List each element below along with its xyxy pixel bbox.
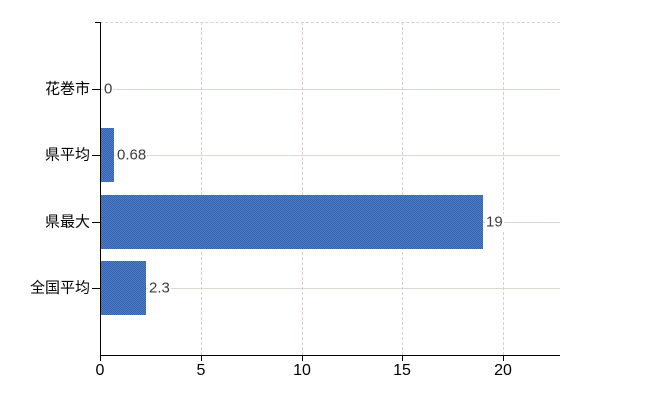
- x-axis-tick: [503, 355, 504, 361]
- x-axis-tick: [302, 355, 303, 361]
- y-axis-tick: [92, 221, 100, 223]
- bar-value-label: 2.3: [148, 279, 171, 297]
- x-tick-label: 15: [393, 362, 411, 379]
- x-axis-tick: [201, 355, 202, 361]
- x-axis-tick: [100, 355, 101, 361]
- horizontal-gridline: [100, 155, 560, 157]
- vertical-gridline: [201, 22, 202, 355]
- y-axis-tick: [92, 155, 100, 157]
- category-label: 県最大: [44, 213, 90, 231]
- bar-value-label: 0: [103, 80, 114, 98]
- y-axis-tick: [92, 88, 100, 90]
- category-label: 花巻市: [44, 80, 90, 98]
- y-axis-top-tick: [95, 22, 100, 23]
- plot-top-border: [100, 22, 560, 23]
- vertical-gridline: [503, 22, 504, 355]
- x-tick-label: 5: [196, 362, 206, 379]
- bar: [101, 195, 483, 249]
- bar-value-label: 19: [485, 213, 504, 231]
- x-axis-tick: [402, 355, 403, 361]
- x-tick-label: 20: [494, 362, 512, 379]
- y-axis-tick: [92, 288, 100, 290]
- horizontal-gridline: [100, 288, 560, 290]
- y-axis-line: [100, 22, 101, 355]
- x-axis-line: [100, 355, 560, 356]
- category-label: 県平均: [44, 146, 90, 164]
- x-tick-label: 10: [293, 362, 311, 379]
- x-tick-label: 0: [95, 362, 105, 379]
- horizontal-gridline: [100, 88, 560, 90]
- bar-value-label: 0.68: [116, 146, 148, 164]
- category-label: 全国平均: [29, 279, 90, 297]
- vertical-gridline: [302, 22, 303, 355]
- vertical-gridline: [402, 22, 403, 355]
- bar: [101, 261, 146, 315]
- bar: [101, 128, 114, 182]
